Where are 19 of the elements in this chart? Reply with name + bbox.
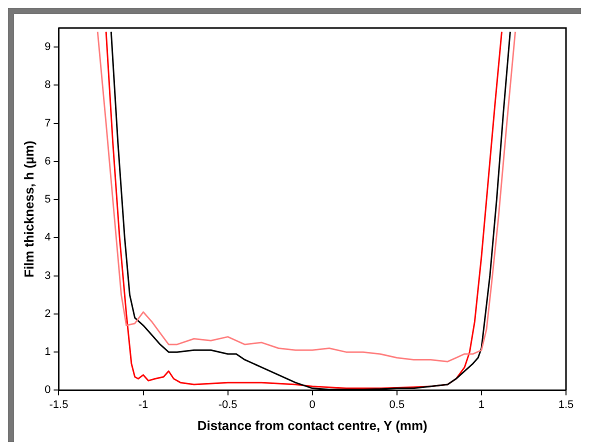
y-tick-label: 1 [44, 346, 51, 358]
x-axis-title: Distance from contact centre, Y (mm) [197, 418, 428, 433]
x-tick-label: 1 [478, 398, 485, 411]
x-tick-label: -0.5 [218, 398, 238, 411]
x-tick-label: 0.5 [389, 398, 405, 411]
y-axis-title: Film thickness, h (µm) [21, 140, 36, 278]
y-tick-label: 2 [44, 308, 51, 320]
y-tick-label: 3 [44, 270, 51, 282]
y-tick-label: 4 [44, 232, 51, 244]
y-tick-label: 0 [44, 384, 51, 396]
x-tick-label: 0 [309, 398, 316, 411]
x-tick-label: -1.5 [49, 398, 68, 411]
y-tick-label: 6 [44, 155, 51, 168]
y-tick-label: 7 [44, 117, 51, 130]
x-tick-label: -1 [138, 398, 148, 411]
x-tick-label: 1.5 [558, 398, 574, 411]
y-tick-label: 5 [44, 194, 51, 206]
y-tick-label: 8 [44, 79, 51, 92]
y-tick-label: 9 [44, 41, 51, 54]
